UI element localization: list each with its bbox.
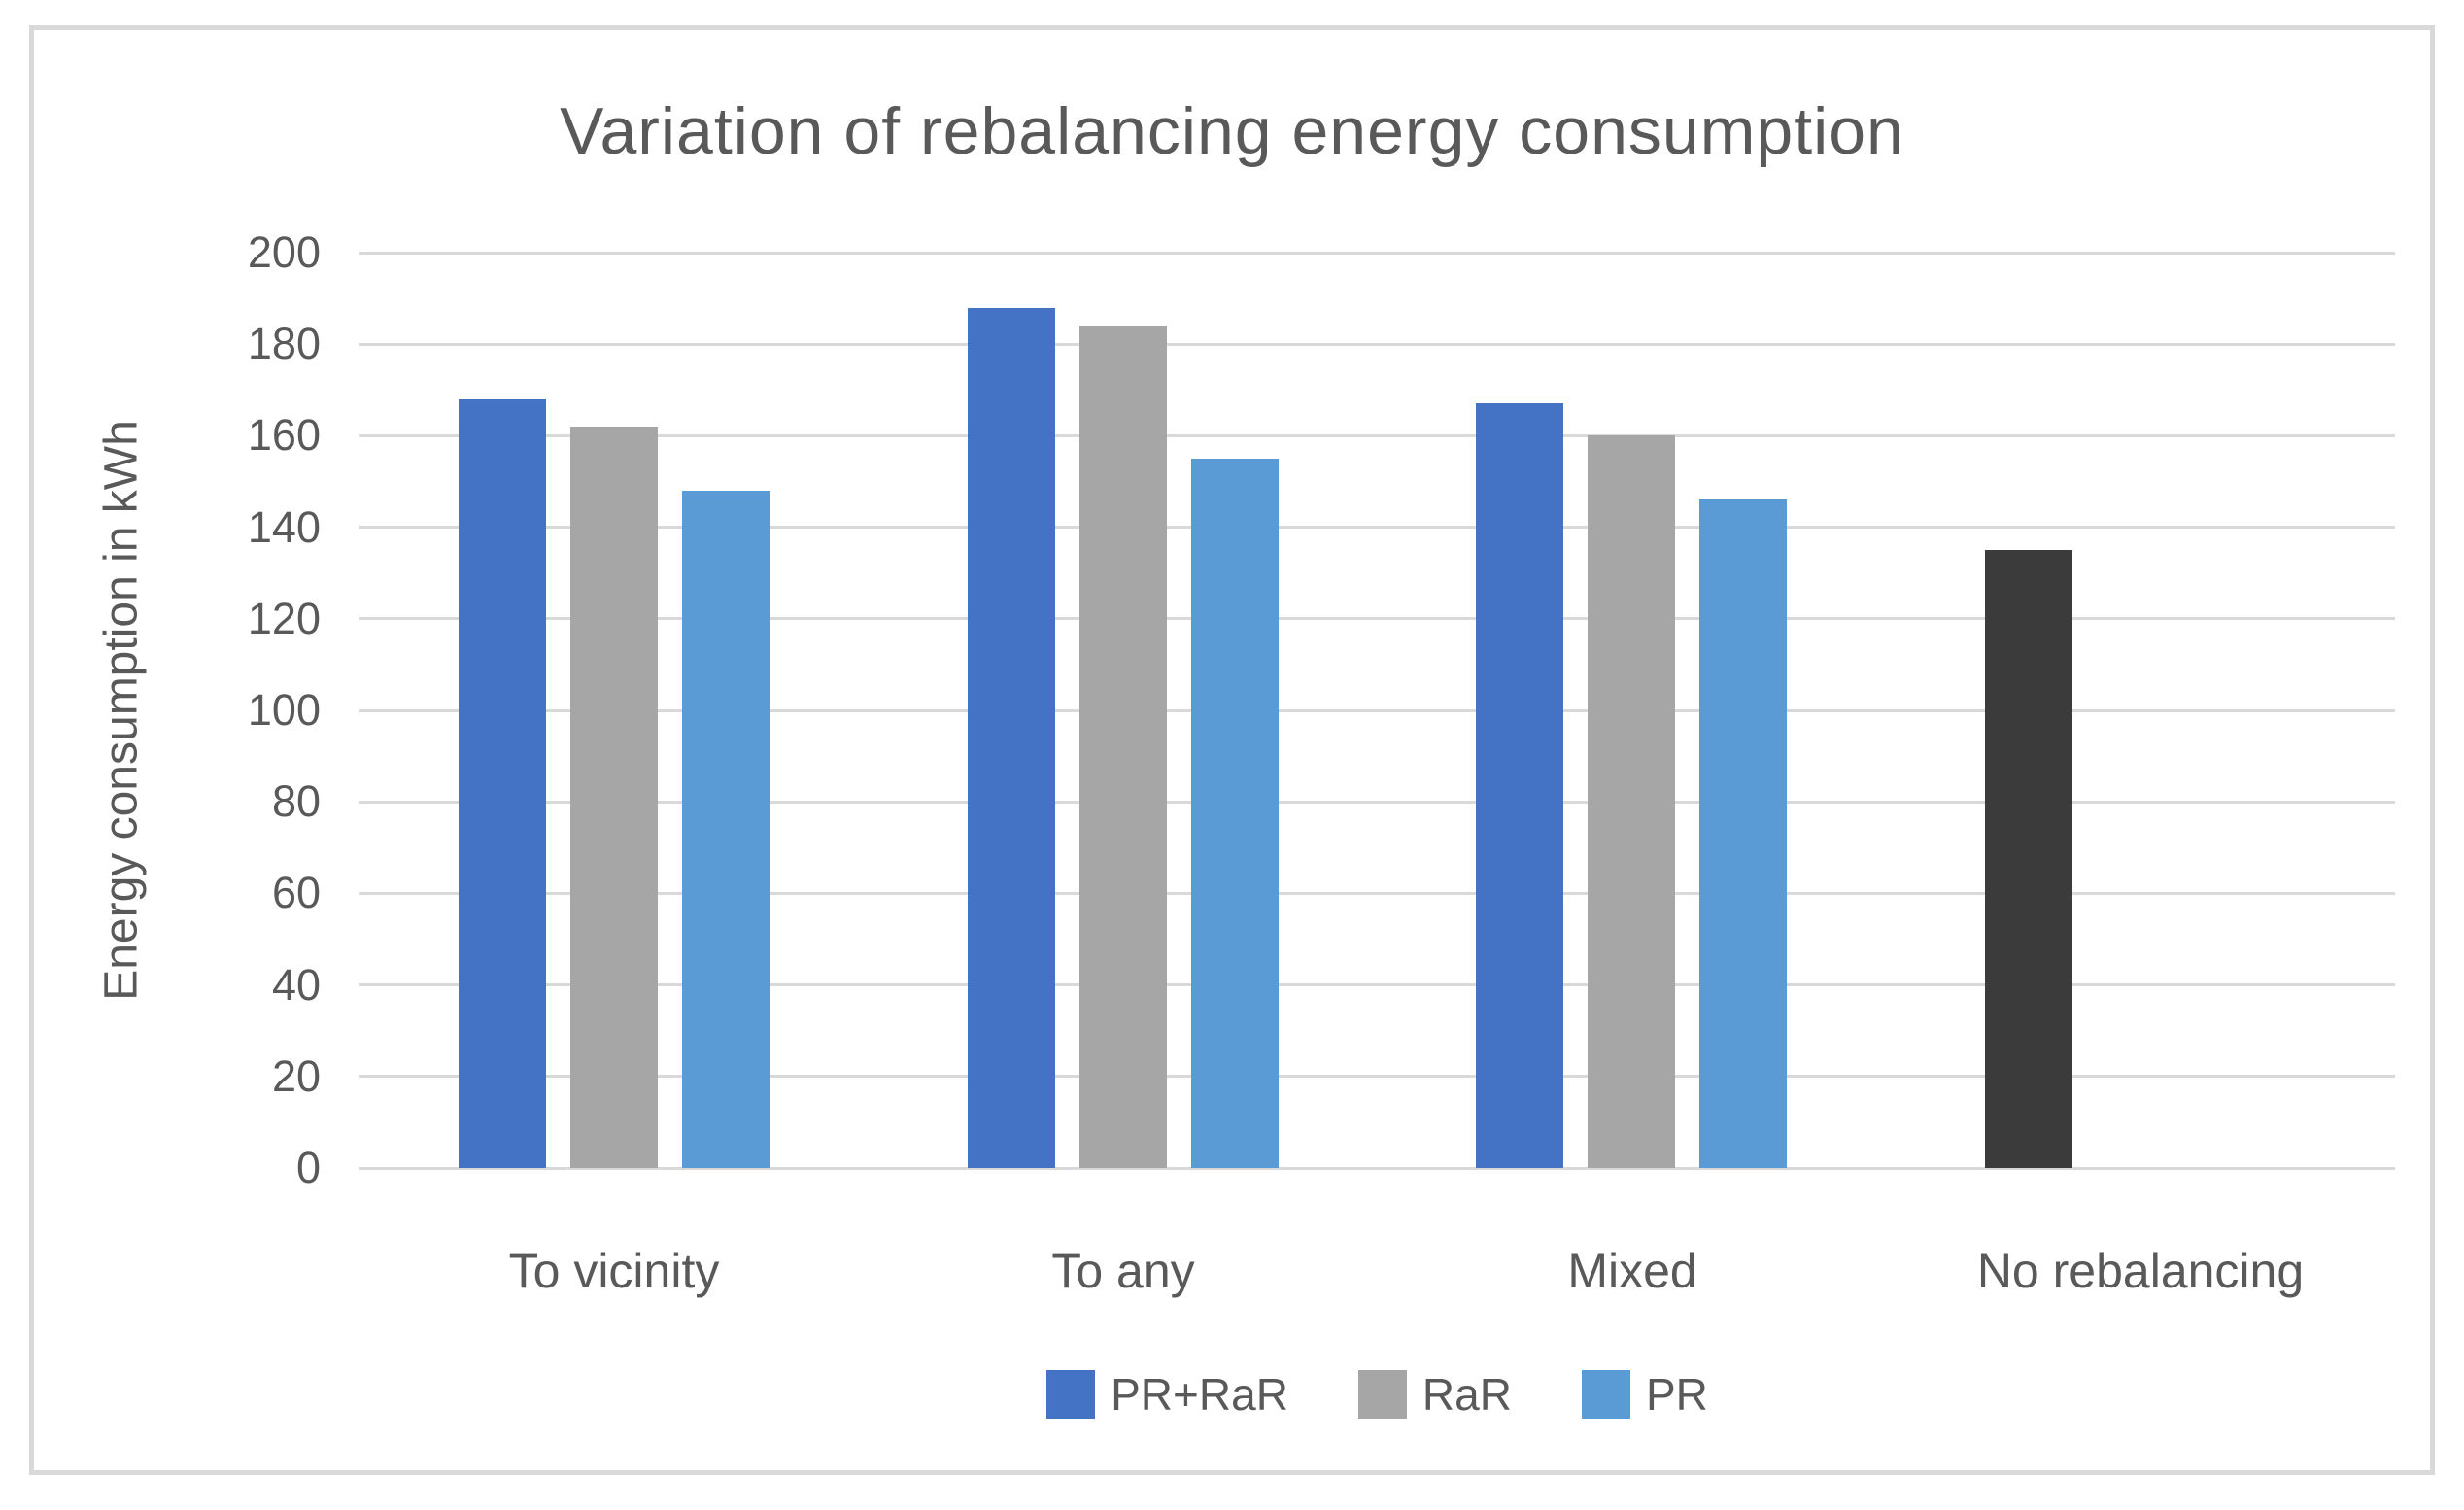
x-category-label: No rebalancing xyxy=(1976,1244,2305,1298)
bar-PR-0 xyxy=(682,491,770,1168)
bar-PR-2 xyxy=(1699,499,1787,1168)
x-category-label: To vicinity xyxy=(508,1244,720,1298)
y-tick-label: 200 xyxy=(247,227,321,277)
y-tick-label: 160 xyxy=(247,410,321,460)
gridline xyxy=(359,252,2395,255)
gridline xyxy=(359,892,2395,895)
legend-swatch-icon xyxy=(1046,1370,1096,1419)
y-tick-label: 40 xyxy=(271,960,321,1010)
x-axis-line xyxy=(359,1167,2395,1170)
y-tick-label: 0 xyxy=(295,1143,321,1192)
gridline xyxy=(359,983,2395,986)
legend: PR+RaR RaR PR xyxy=(359,1368,2395,1421)
legend-label: RaR xyxy=(1421,1369,1512,1420)
legend-label: PR xyxy=(1645,1369,1708,1420)
y-tick-label: 20 xyxy=(271,1051,321,1101)
gridline xyxy=(359,801,2395,804)
bar-RaR-1 xyxy=(1079,326,1167,1168)
gridline xyxy=(359,343,2395,346)
legend-swatch-icon xyxy=(1357,1370,1407,1419)
gridline xyxy=(359,1075,2395,1078)
legend-item-PR: PR xyxy=(1581,1368,1708,1421)
gridline xyxy=(359,434,2395,437)
y-tick-label: 120 xyxy=(247,594,321,643)
bar-PRRaR-2 xyxy=(1476,403,1563,1168)
y-tick-label: 80 xyxy=(271,776,321,826)
chart-title: Variation of rebalancing energy consumpt… xyxy=(560,94,1904,168)
x-category-label: To any xyxy=(1051,1244,1195,1298)
y-tick-label: 60 xyxy=(271,868,321,917)
legend-swatch-icon xyxy=(1581,1370,1630,1419)
legend-label: PR+RaR xyxy=(1111,1369,1288,1420)
bar-PRRaR-0 xyxy=(459,399,546,1168)
x-category-label: Mixed xyxy=(1567,1244,1697,1298)
bar-PR-1 xyxy=(1191,459,1279,1168)
gridline xyxy=(359,526,2395,529)
y-tick-label: 100 xyxy=(247,685,321,735)
legend-item-PRRaR: PR+RaR xyxy=(1046,1368,1288,1421)
gridline xyxy=(359,709,2395,712)
legend-item-RaR: RaR xyxy=(1357,1368,1512,1421)
bar-no-rebalancing xyxy=(1985,550,2072,1168)
bar-PRRaR-1 xyxy=(968,308,1055,1168)
bar-RaR-2 xyxy=(1588,435,1675,1168)
gridline xyxy=(359,617,2395,620)
y-tick-label: 180 xyxy=(247,319,321,368)
y-tick-label: 140 xyxy=(247,502,321,552)
bar-RaR-0 xyxy=(570,427,658,1168)
